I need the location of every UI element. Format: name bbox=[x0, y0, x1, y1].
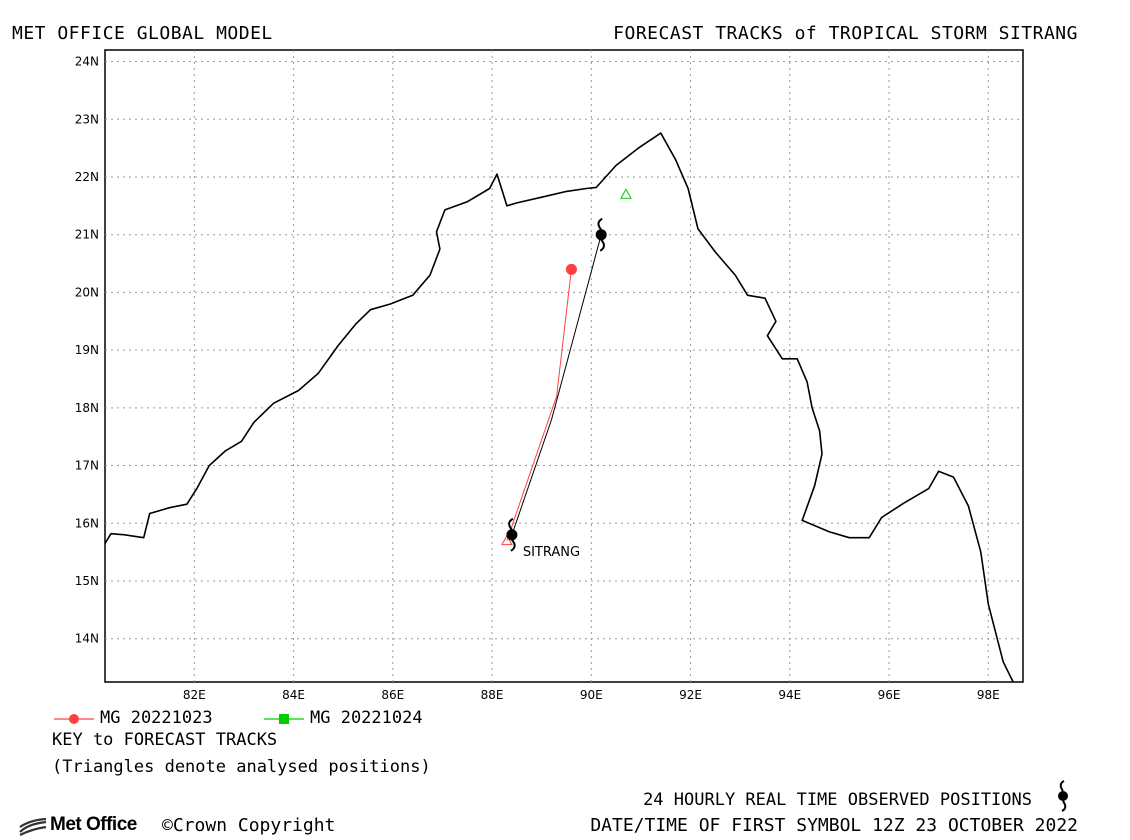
analysed-triangle-mg-20221023 bbox=[501, 534, 513, 546]
cyclone-symbol-icon bbox=[1058, 780, 1068, 812]
lat-tick-label: 18N bbox=[75, 401, 99, 415]
header-left-title: MET OFFICE GLOBAL MODEL bbox=[12, 23, 273, 44]
first-symbol-datetime: DATE/TIME OF FIRST SYMBOL 12Z 23 OCTOBER… bbox=[590, 815, 1078, 836]
lat-tick-label: 14N bbox=[75, 632, 99, 646]
legend-label-mg-20221023: MG 20221023 bbox=[100, 708, 213, 728]
lat-tick-label: 24N bbox=[75, 55, 99, 69]
logo-text: Met Office bbox=[50, 814, 137, 835]
red-circle-line-icon bbox=[54, 714, 94, 724]
lon-tick-label: 90E bbox=[580, 688, 603, 700]
lat-tick-label: 21N bbox=[75, 228, 99, 242]
lon-tick-label: 98E bbox=[977, 688, 1000, 700]
legend: MG 20221023 MG 20221024 bbox=[52, 708, 572, 730]
coastline-path bbox=[104, 132, 1014, 683]
lon-tick-label: 88E bbox=[481, 688, 504, 700]
lat-tick-label: 20N bbox=[75, 285, 99, 299]
forecast-marker-mg-20221023 bbox=[565, 263, 577, 275]
forecast-track-mg-20221023 bbox=[506, 269, 572, 541]
copyright-text: Crown Copyright bbox=[172, 815, 336, 836]
lon-tick-label: 94E bbox=[778, 688, 801, 700]
cyclone-symbol-icon bbox=[595, 217, 607, 252]
lat-tick-label: 22N bbox=[75, 170, 99, 184]
cyclone-symbol-icon bbox=[506, 517, 518, 552]
map-frame bbox=[104, 49, 1024, 683]
lat-tick-label: 16N bbox=[75, 516, 99, 530]
observed-positions-note: 24 HOURLY REAL TIME OBSERVED POSITIONS bbox=[643, 790, 1032, 810]
lon-tick-label: 82E bbox=[183, 688, 206, 700]
lat-tick-label: 23N bbox=[75, 112, 99, 126]
track-map: 14N 15N 16N 17N 18N 19N 20N 21N 22N 23N 24N 82E 84E 8… bbox=[75, 49, 1024, 700]
lat-tick-label: 17N bbox=[75, 459, 99, 473]
analysed-triangle-mg-20221024 bbox=[620, 188, 632, 199]
key-note: (Triangles denote analysed positions) bbox=[52, 757, 431, 777]
observed-track bbox=[511, 234, 602, 535]
lon-tick-label: 84E bbox=[282, 688, 305, 700]
legend-label-mg-20221024: MG 20221024 bbox=[310, 708, 423, 728]
lon-tick-label: 92E bbox=[679, 688, 702, 700]
lat-tick-label: 15N bbox=[75, 574, 99, 588]
met-office-logo: Met Office bbox=[18, 814, 163, 838]
storm-name-label: SITRANG bbox=[523, 545, 580, 560]
met-office-swirl-icon bbox=[19, 818, 47, 836]
axis-labels: 14N 15N 16N 17N 18N 19N 20N 21N 22N 23N 24N 82E 84E 8… bbox=[75, 55, 1000, 700]
tracks bbox=[506, 234, 602, 541]
lon-tick-label: 96E bbox=[878, 688, 901, 700]
lon-tick-label: 86E bbox=[381, 688, 404, 700]
lat-tick-label: 19N bbox=[75, 343, 99, 357]
coastline bbox=[104, 132, 1014, 683]
green-square-line-icon bbox=[264, 714, 304, 724]
key-title: KEY to FORECAST TRACKS bbox=[52, 730, 278, 750]
markers bbox=[501, 188, 632, 552]
copyright-icon: © bbox=[162, 815, 173, 836]
copyright-notice: ©Crown Copyright bbox=[162, 815, 335, 836]
header-right-title: FORECAST TRACKS of TROPICAL STORM SITRAN… bbox=[613, 23, 1078, 44]
